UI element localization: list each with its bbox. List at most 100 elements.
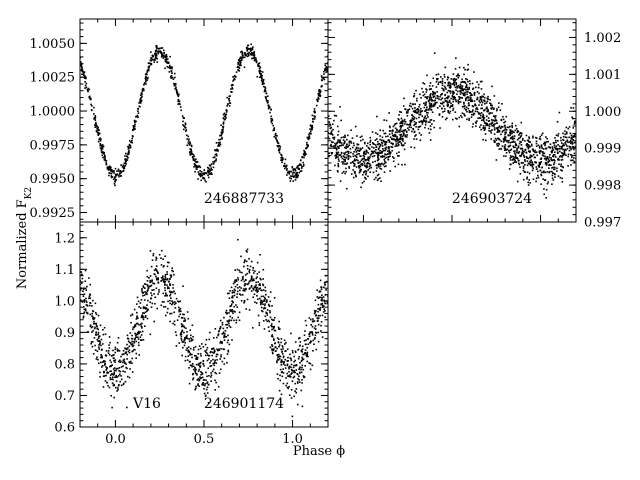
data-point — [262, 278, 264, 280]
data-point — [385, 161, 387, 164]
data-point — [166, 271, 168, 273]
data-point — [89, 313, 91, 316]
data-point — [335, 115, 338, 117]
data-point — [94, 349, 97, 351]
data-point — [294, 174, 297, 176]
data-point — [337, 165, 340, 168]
data-point — [314, 337, 316, 339]
data-point — [188, 138, 190, 141]
data-point — [484, 133, 487, 135]
data-point — [84, 269, 87, 272]
data-point — [136, 323, 138, 325]
data-point — [401, 124, 404, 127]
data-point — [91, 325, 94, 328]
data-point — [84, 308, 87, 310]
data-point — [173, 323, 176, 326]
data-point — [221, 132, 224, 134]
data-point — [173, 273, 175, 276]
data-point — [326, 70, 328, 73]
data-point — [101, 356, 103, 359]
data-point — [260, 295, 263, 298]
data-point — [413, 116, 416, 119]
data-point — [480, 88, 483, 90]
data-point — [556, 149, 559, 151]
data-point — [215, 159, 217, 162]
data-point — [439, 80, 442, 83]
data-point — [219, 141, 221, 144]
data-point — [449, 83, 452, 85]
data-point — [538, 164, 541, 167]
data-point — [483, 93, 485, 96]
data-point — [520, 121, 523, 124]
data-point — [118, 383, 120, 386]
data-point — [560, 147, 563, 150]
data-point — [237, 238, 239, 241]
data-point — [561, 165, 564, 168]
data-point — [469, 92, 471, 94]
data-point — [336, 169, 339, 172]
data-point — [525, 152, 528, 154]
data-point — [160, 279, 163, 282]
data-point — [122, 349, 125, 352]
data-point — [491, 104, 493, 107]
data-point — [221, 333, 224, 335]
data-point — [254, 58, 256, 61]
data-point — [516, 147, 518, 150]
data-point — [560, 142, 563, 144]
data-point — [548, 156, 551, 158]
data-point — [380, 168, 383, 170]
data-point — [95, 124, 98, 126]
data-point — [103, 156, 106, 158]
data-point — [394, 165, 396, 168]
data-point — [450, 102, 452, 105]
data-point — [310, 323, 312, 326]
data-point — [199, 377, 202, 380]
data-point — [108, 386, 111, 389]
data-point — [178, 315, 180, 318]
data-point — [185, 337, 188, 339]
data-point — [223, 118, 226, 121]
data-point — [125, 163, 127, 165]
data-point — [353, 162, 355, 165]
data-point — [221, 136, 223, 139]
data-point — [210, 169, 212, 171]
x-tick-label: 0.0 — [105, 432, 126, 447]
data-point — [544, 144, 546, 147]
data-point — [214, 328, 217, 330]
data-point — [348, 144, 351, 146]
data-point — [80, 283, 82, 286]
data-point — [417, 128, 420, 131]
data-point — [324, 310, 326, 312]
data-point — [472, 114, 475, 116]
data-point — [352, 176, 355, 179]
data-point — [143, 306, 146, 309]
data-point — [373, 178, 376, 181]
data-point — [80, 282, 83, 284]
data-point — [283, 343, 286, 345]
data-point — [98, 132, 101, 135]
data-point — [552, 149, 555, 151]
data-point — [187, 346, 190, 348]
data-point — [452, 107, 455, 110]
data-point — [379, 135, 381, 137]
data-point — [543, 179, 546, 182]
data-point — [569, 140, 572, 142]
data-point — [269, 111, 271, 114]
data-point — [400, 122, 403, 125]
data-point — [137, 108, 140, 110]
data-point — [478, 104, 480, 106]
data-point — [201, 383, 203, 386]
data-point — [287, 356, 289, 359]
data-point — [189, 152, 191, 155]
data-point — [206, 381, 209, 383]
data-point — [147, 66, 150, 68]
data-point — [301, 156, 303, 158]
data-point — [213, 156, 216, 158]
data-point — [337, 158, 340, 160]
panel-246901174: 0.60.70.80.91.01.11.20.0 0.5 1.0246901174V… — [54, 221, 329, 447]
data-point — [247, 52, 249, 55]
data-point — [203, 387, 205, 390]
data-point — [367, 152, 370, 154]
data-point — [246, 55, 249, 58]
data-point — [467, 68, 470, 71]
